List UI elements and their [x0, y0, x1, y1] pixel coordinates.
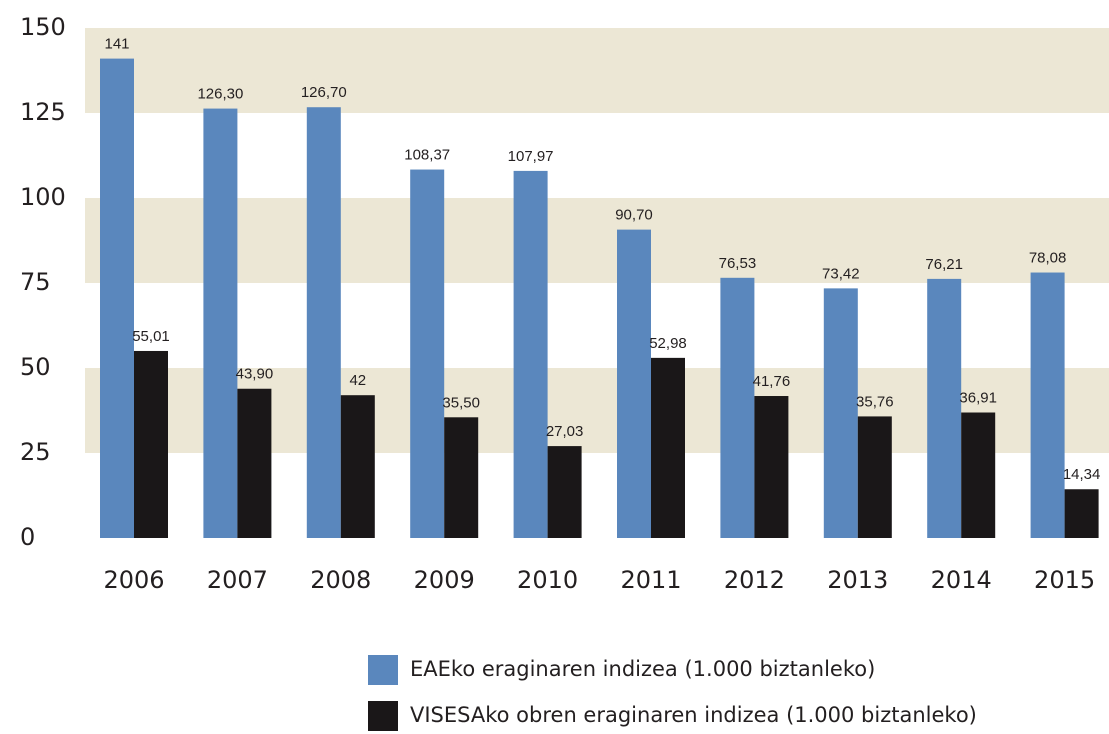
grid-band [85, 28, 1109, 113]
value-label: 126,70 [301, 84, 347, 101]
bar [927, 278, 962, 538]
value-label: 42 [349, 372, 366, 389]
bar [1030, 272, 1065, 538]
bar [1064, 489, 1099, 538]
bar [237, 388, 272, 538]
bar [651, 357, 685, 538]
value-label: 141 [104, 36, 129, 53]
y-tick-label: 125 [20, 98, 66, 126]
x-tick-label: 2009 [414, 566, 475, 594]
x-tick-label: 2015 [1034, 566, 1095, 594]
x-tick-label: 2008 [310, 566, 371, 594]
value-label: 126,30 [197, 86, 243, 103]
value-label: 108,37 [404, 147, 450, 164]
bar [823, 288, 858, 538]
bar [444, 417, 479, 538]
value-label: 36,91 [959, 389, 997, 406]
legend-swatch [368, 701, 398, 731]
bar [547, 446, 582, 538]
legend-label: EAEko eraginaren indizea (1.000 biztanle… [410, 657, 875, 681]
y-tick-label: 75 [20, 268, 51, 296]
value-label: 55,01 [132, 328, 170, 345]
value-label: 90,70 [615, 207, 653, 224]
bar [961, 412, 996, 538]
bar [720, 277, 755, 538]
value-label: 27,03 [546, 423, 584, 440]
y-tick-label: 0 [20, 523, 35, 551]
value-label: 78,08 [1029, 249, 1067, 266]
bar [410, 169, 445, 539]
x-tick-label: 2007 [207, 566, 268, 594]
legend-swatch [368, 655, 398, 685]
value-label: 76,21 [925, 256, 963, 273]
y-tick-label: 100 [20, 183, 66, 211]
bar [134, 350, 168, 538]
bar [857, 416, 892, 538]
x-tick-label: 2012 [724, 566, 785, 594]
y-tick-label: 25 [20, 438, 51, 466]
x-tick-label: 2013 [827, 566, 888, 594]
bar [306, 107, 341, 538]
bar [340, 395, 375, 538]
value-label: 35,76 [856, 393, 894, 410]
y-tick-label: 50 [20, 353, 51, 381]
y-tick-label: 150 [20, 13, 66, 41]
x-tick-label: 2011 [620, 566, 681, 594]
value-label: 14,34 [1063, 466, 1101, 483]
legend-label: VISESAko obren eraginaren indizea (1.000… [410, 703, 977, 727]
bar [513, 170, 548, 539]
bar [754, 396, 789, 538]
bar [617, 229, 651, 538]
value-label: 73,42 [822, 265, 860, 282]
value-label: 52,98 [649, 335, 687, 352]
value-label: 107,97 [508, 148, 554, 165]
bar [100, 58, 134, 538]
x-tick-label: 2006 [103, 566, 164, 594]
grid-band [85, 198, 1109, 283]
value-label: 35,50 [442, 394, 480, 411]
value-label: 76,53 [719, 255, 757, 272]
value-label: 43,90 [236, 366, 274, 383]
bar [203, 108, 238, 538]
x-tick-label: 2010 [517, 566, 578, 594]
value-label: 41,76 [753, 373, 791, 390]
x-tick-label: 2014 [931, 566, 992, 594]
